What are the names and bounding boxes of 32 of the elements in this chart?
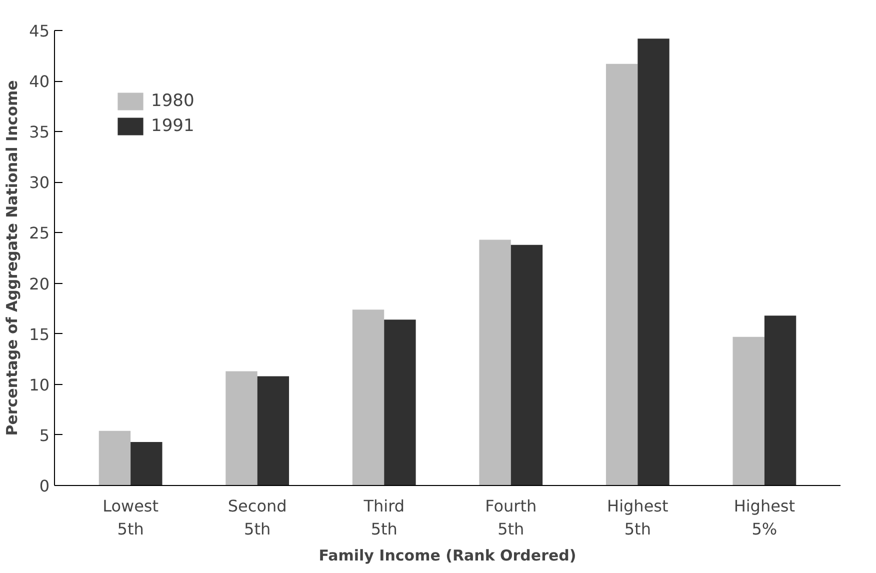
legend-label: 1991: [151, 116, 194, 136]
y-tick-label: 35: [29, 122, 50, 142]
bar: [732, 336, 764, 486]
bar: [352, 310, 384, 486]
y-tick-label: 10: [29, 375, 50, 394]
bar: [384, 320, 416, 486]
y-tick-label: 30: [29, 173, 50, 192]
y-tick-label: 15: [29, 324, 50, 344]
x-tick-label: Lowest 5th: [102, 496, 159, 538]
bar: [479, 240, 511, 486]
bar: [764, 316, 796, 486]
x-tick-label: Second 5th: [228, 496, 287, 538]
x-axis-title: Family Income (Rank Ordered): [318, 546, 576, 564]
bar: [98, 430, 131, 486]
x-tick-label: Fourth 5th: [485, 496, 537, 538]
bar: [226, 371, 258, 486]
x-tick-label: Third 5th: [362, 496, 405, 538]
y-tick-label: 45: [29, 22, 50, 40]
x-tick-label: Highest 5%: [734, 496, 796, 538]
legend-label: 1980: [151, 91, 194, 111]
bar: [606, 64, 638, 486]
y-tick-label: 25: [29, 224, 50, 243]
y-tick-label: 0: [39, 476, 50, 496]
bar: [130, 442, 162, 486]
y-tick-label: 20: [29, 274, 50, 294]
bar: [638, 38, 670, 486]
y-axis-title: Percentage of Aggregate National Income: [3, 80, 22, 436]
bar: [257, 376, 290, 486]
y-tick-label: 5: [39, 426, 50, 445]
y-tick-label: 40: [29, 72, 50, 92]
bar: [510, 244, 543, 486]
x-tick-label: Highest 5th: [607, 496, 668, 538]
